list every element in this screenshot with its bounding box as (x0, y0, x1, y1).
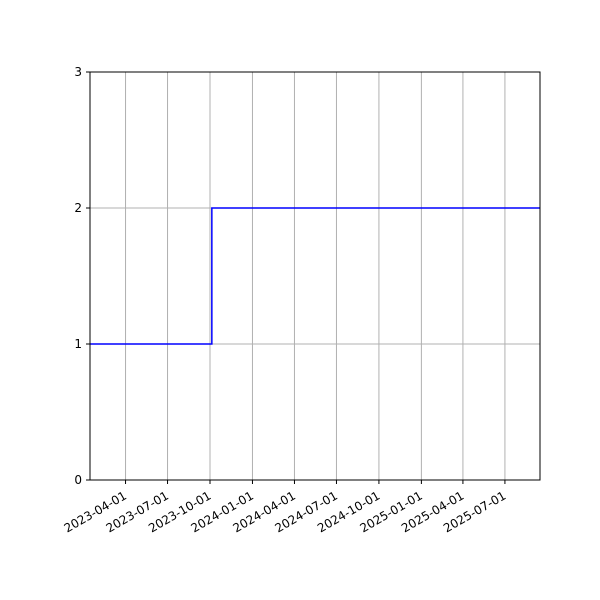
y-tick-label: 0 (74, 473, 82, 487)
plot-area-frame (89, 71, 541, 481)
y-tick-label: 3 (74, 65, 82, 79)
y-tick-label: 1 (74, 337, 82, 351)
y-tick-label: 2 (74, 201, 82, 215)
series-line (90, 207, 540, 345)
series-layer (90, 207, 540, 345)
